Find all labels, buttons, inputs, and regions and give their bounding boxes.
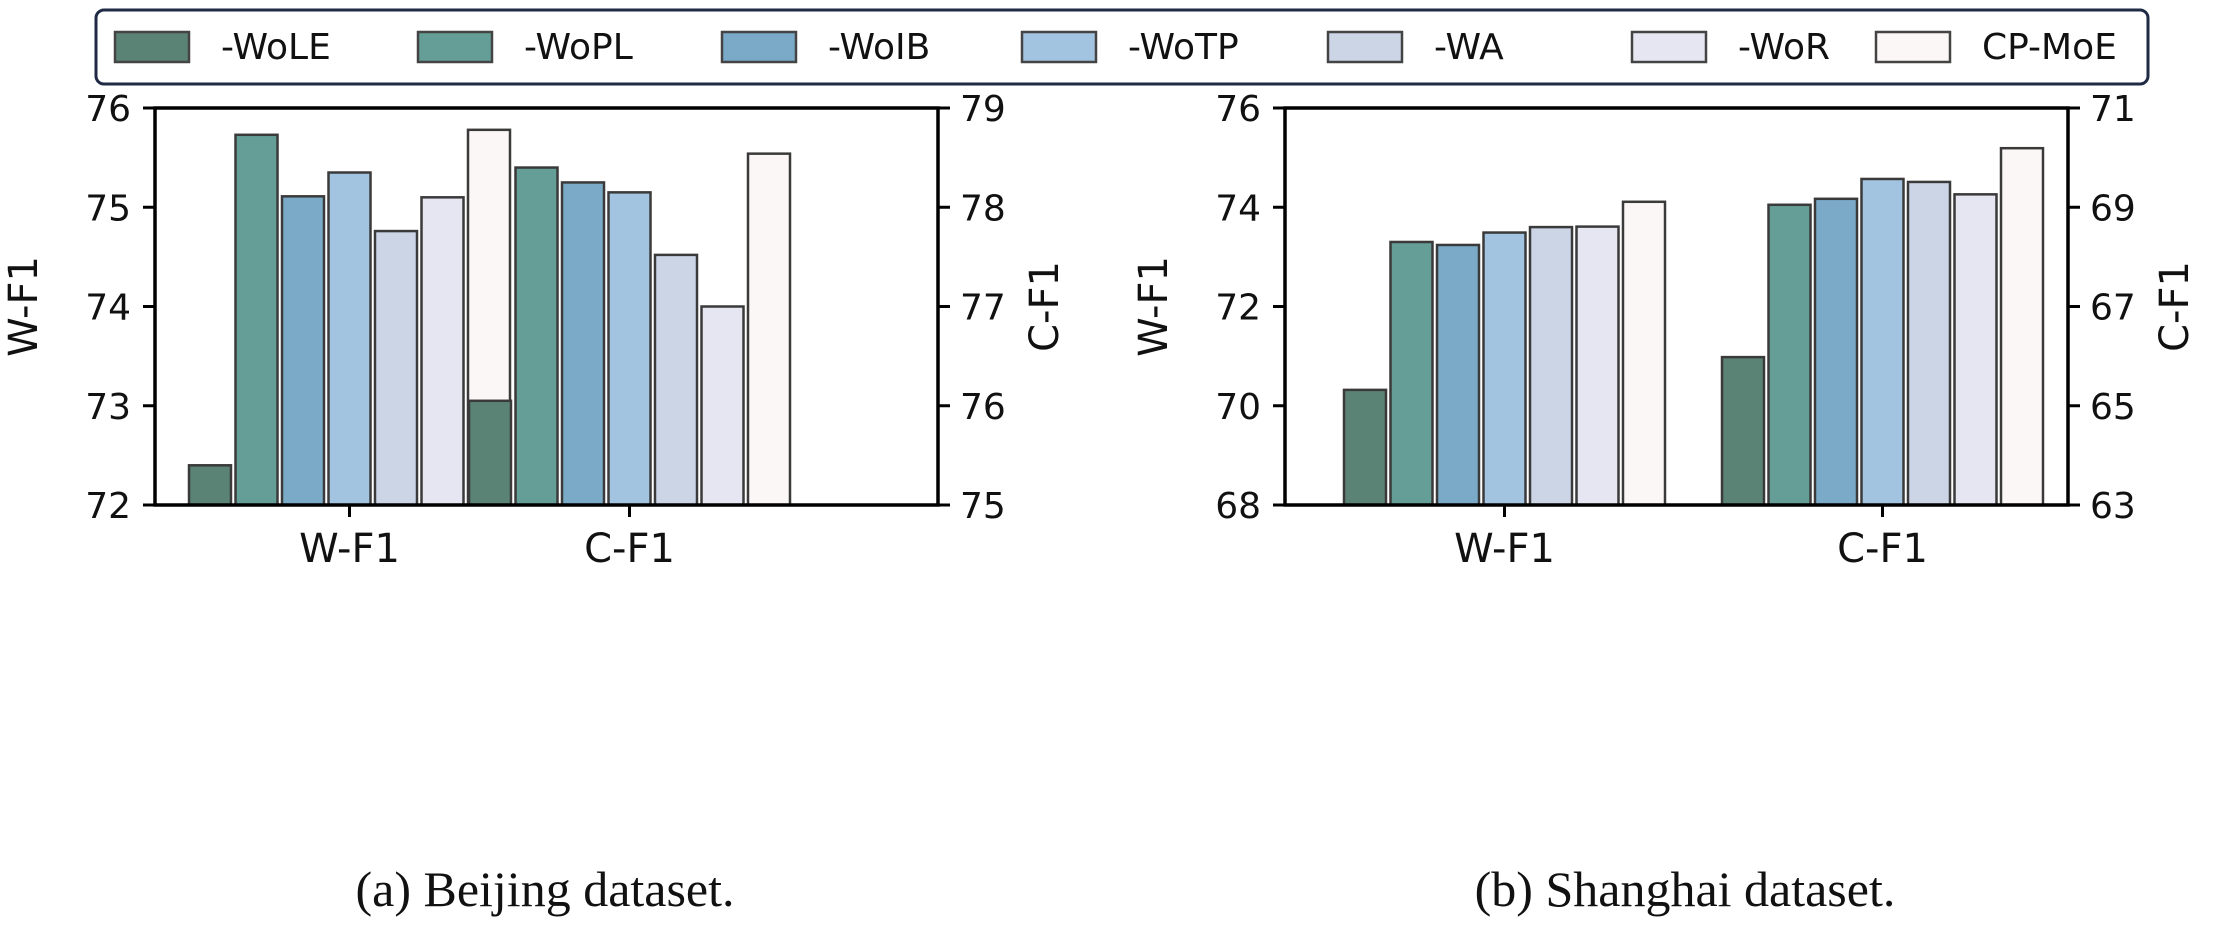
legend-frame xyxy=(94,8,2150,86)
legend-swatch xyxy=(1874,30,1952,64)
y-tick-label-right: 79 xyxy=(960,89,1006,130)
y-tick-label-left: 76 xyxy=(85,89,131,130)
x-tick-label: W-F1 xyxy=(299,526,400,572)
y-tick-label-right: 78 xyxy=(960,188,1006,229)
legend: -WoLE -WoPL -WoIB -WoTP -WA -WoR CP-MoE xyxy=(94,8,2150,86)
bar-wopl-w-f1 xyxy=(1389,240,1434,507)
caption-beijing: (a) Beijing dataset. xyxy=(355,861,734,917)
bar-woib-c-f1 xyxy=(1813,197,1859,507)
bar-woib-w-f1 xyxy=(1435,243,1481,507)
legend-swatch xyxy=(113,30,191,64)
y-tick-label-left: 70 xyxy=(1215,387,1261,428)
caption-shanghai: (b) Shanghai dataset. xyxy=(1475,861,1896,917)
bar-wa-c-f1 xyxy=(653,253,699,507)
bar-wotp-w-f1 xyxy=(1482,231,1527,507)
y-tick-label-right: 63 xyxy=(2090,486,2136,527)
bar-cp-moe-w-f1 xyxy=(1621,200,1667,507)
y-tick-label-left: 72 xyxy=(85,486,131,527)
bar-wole-w-f1 xyxy=(187,464,233,507)
legend-swatch xyxy=(416,30,494,64)
x-tick-label: C-F1 xyxy=(584,526,675,572)
bar-woib-w-f1 xyxy=(280,195,326,507)
bar-wa-w-f1 xyxy=(1528,225,1574,507)
bar-woib-c-f1 xyxy=(560,181,606,507)
y-axis-label-left: W-F1 xyxy=(1131,256,1177,357)
bar-wopl-c-f1 xyxy=(514,166,559,507)
bar-wole-c-f1 xyxy=(1720,355,1766,507)
y-axis-label-right: C-F1 xyxy=(1022,261,1068,352)
y-tick-label-right: 69 xyxy=(2090,188,2136,229)
x-tick-label: W-F1 xyxy=(1454,526,1555,572)
bar-cp-moe-c-f1 xyxy=(746,152,792,507)
legend-label: -WoTP xyxy=(1128,27,1239,68)
y-tick-label-left: 74 xyxy=(1215,188,1261,229)
bar-wotp-c-f1 xyxy=(607,191,652,507)
chart-shanghai: W-F1 C-F1 68 70 72 74 76 63 65 67 69 71 W-F1 C-F1 (b)… xyxy=(1131,89,2198,917)
y-tick-label-right: 75 xyxy=(960,486,1006,527)
legend-swatch xyxy=(1020,30,1098,64)
legend-label: -WoIB xyxy=(828,27,930,68)
bar-wor-c-f1 xyxy=(700,305,745,507)
y-tick-label-right: 65 xyxy=(2090,387,2136,428)
y-tick-label-left: 68 xyxy=(1215,486,1261,527)
legend-label: -WoR xyxy=(1738,27,1830,68)
legend-label: -WA xyxy=(1434,27,1504,68)
bar-wotp-c-f1 xyxy=(1860,177,1905,507)
y-tick-label-left: 72 xyxy=(1215,288,1261,329)
y-tick-label-left: 75 xyxy=(85,188,131,229)
chart-beijing: W-F1 C-F1 72 73 74 75 76 75 76 77 78 79 W-F1 C-F1 (a)… xyxy=(1,89,1068,917)
bar-wor-w-f1 xyxy=(420,196,465,507)
y-tick-label-right: 71 xyxy=(2090,89,2136,130)
legend-swatch xyxy=(1326,30,1404,64)
legend-label: -WoLE xyxy=(221,27,331,68)
y-tick-label-right: 77 xyxy=(960,288,1006,329)
y-tick-label-right: 67 xyxy=(2090,288,2136,329)
bar-wopl-c-f1 xyxy=(1767,203,1812,507)
bar-wor-w-f1 xyxy=(1575,225,1620,507)
bar-wole-c-f1 xyxy=(467,399,513,507)
y-tick-label-left: 73 xyxy=(85,387,131,428)
y-tick-label-right: 76 xyxy=(960,387,1006,428)
bar-wotp-w-f1 xyxy=(327,171,372,507)
legend-label: -WoPL xyxy=(524,27,633,68)
bar-wopl-w-f1 xyxy=(234,133,279,507)
bar-wa-c-f1 xyxy=(1906,180,1952,507)
x-tick-label: C-F1 xyxy=(1837,526,1928,572)
legend-swatch xyxy=(720,30,798,64)
legend-swatch xyxy=(1630,30,1708,64)
y-axis-label-right: C-F1 xyxy=(2152,261,2198,352)
legend-label: CP-MoE xyxy=(1982,27,2117,68)
y-tick-label-left: 74 xyxy=(85,288,131,329)
bar-cp-moe-c-f1 xyxy=(1999,146,2045,507)
bar-wole-w-f1 xyxy=(1342,388,1388,507)
bar-wor-c-f1 xyxy=(1953,193,1998,507)
y-tick-label-left: 76 xyxy=(1215,89,1261,130)
y-axis-label-left: W-F1 xyxy=(1,256,47,357)
bar-wa-w-f1 xyxy=(373,229,419,507)
